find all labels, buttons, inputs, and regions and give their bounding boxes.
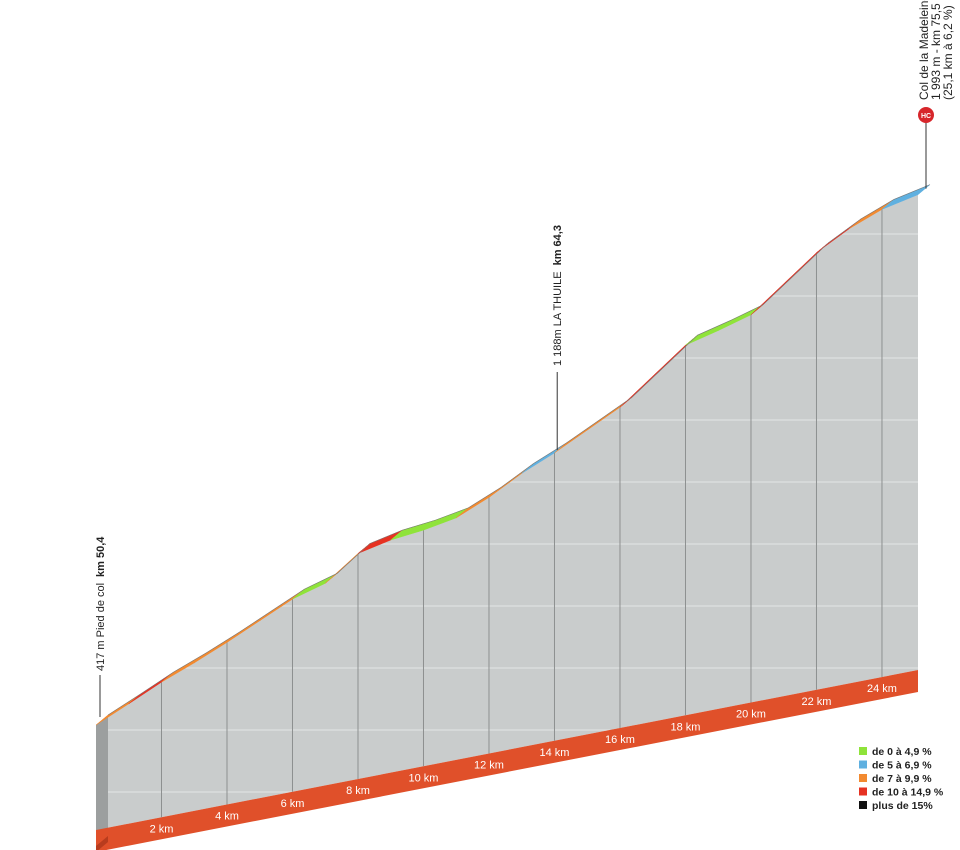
legend-label: de 10 à 14,9 % [872,787,944,799]
x-tick-label: 24 km [867,683,897,695]
start-km: km 50,4 [95,536,107,577]
summit-detail: 1 993 m - km 75,5 [929,3,943,100]
x-tick-label: 4 km [215,811,239,823]
summit-stats: (25,1 km à 6,2 %) [941,5,955,100]
x-tick-label: 20 km [736,709,766,721]
legend-label: de 7 à 9,9 % [872,773,932,785]
summit-name: Col de la Madeleine [917,0,931,100]
legend-label: plus de 15% [872,800,933,812]
category-label: HC [921,113,931,120]
legend-label: de 0 à 4,9 % [872,746,932,758]
x-tick-label: 8 km [346,785,370,797]
x-tick-label: 2 km [150,823,174,835]
legend-swatch [859,747,867,755]
profile-face [96,194,918,830]
x-tick-label: 22 km [801,696,831,708]
legend-swatch [859,801,867,809]
x-tick-label: 10 km [409,772,439,784]
x-tick-label: 12 km [474,760,504,772]
legend-swatch [859,760,867,769]
start-label: 417 m Pied de col km 50,4 [95,536,107,671]
x-tick-label: 6 km [281,798,305,810]
waypoint-name: 1 188m LA THUILE [552,271,564,366]
x-tick-label: 14 km [540,747,570,759]
profile-line [107,184,931,716]
legend-label: de 5 à 6,9 % [872,760,932,772]
waypoint-label: 1 188m LA THUILE km 64,3 [552,225,564,366]
legend-swatch [859,787,867,796]
category-badge [918,107,934,123]
waypoint-km: km 64,3 [552,225,564,265]
x-tick-label: 16 km [605,734,635,746]
x-tick-label: 18 km [670,721,700,733]
start-name: 417 m Pied de col [95,583,107,671]
base-side [96,836,108,850]
base-band [96,670,918,850]
legend-swatch [859,774,867,782]
side-face [96,715,108,850]
